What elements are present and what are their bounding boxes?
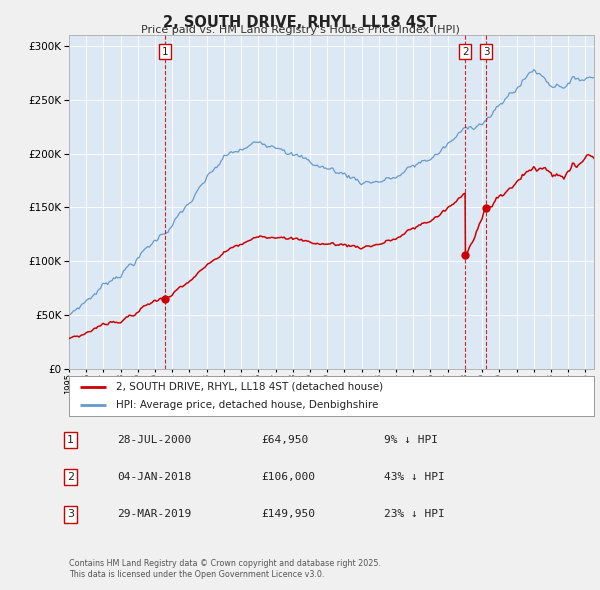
Text: £106,000: £106,000 xyxy=(261,473,315,482)
Text: 29-MAR-2019: 29-MAR-2019 xyxy=(117,510,191,519)
Text: 1: 1 xyxy=(161,47,168,57)
Text: 3: 3 xyxy=(67,510,74,519)
Text: HPI: Average price, detached house, Denbighshire: HPI: Average price, detached house, Denb… xyxy=(116,400,379,410)
Text: 3: 3 xyxy=(483,47,490,57)
Text: 04-JAN-2018: 04-JAN-2018 xyxy=(117,473,191,482)
Text: This data is licensed under the Open Government Licence v3.0.: This data is licensed under the Open Gov… xyxy=(69,571,325,579)
Text: £64,950: £64,950 xyxy=(261,435,308,445)
Text: Price paid vs. HM Land Registry's House Price Index (HPI): Price paid vs. HM Land Registry's House … xyxy=(140,25,460,35)
Text: 1: 1 xyxy=(67,435,74,445)
Text: 2: 2 xyxy=(67,473,74,482)
Text: 28-JUL-2000: 28-JUL-2000 xyxy=(117,435,191,445)
Text: 2: 2 xyxy=(462,47,469,57)
Text: 9% ↓ HPI: 9% ↓ HPI xyxy=(384,435,438,445)
Text: Contains HM Land Registry data © Crown copyright and database right 2025.: Contains HM Land Registry data © Crown c… xyxy=(69,559,381,568)
Text: 2, SOUTH DRIVE, RHYL, LL18 4ST: 2, SOUTH DRIVE, RHYL, LL18 4ST xyxy=(163,15,437,30)
Text: 2, SOUTH DRIVE, RHYL, LL18 4ST (detached house): 2, SOUTH DRIVE, RHYL, LL18 4ST (detached… xyxy=(116,382,383,392)
Text: 43% ↓ HPI: 43% ↓ HPI xyxy=(384,473,445,482)
Text: 23% ↓ HPI: 23% ↓ HPI xyxy=(384,510,445,519)
Text: £149,950: £149,950 xyxy=(261,510,315,519)
